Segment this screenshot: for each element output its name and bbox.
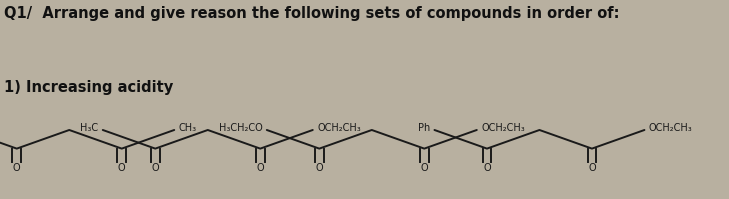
Text: O: O xyxy=(588,163,596,173)
Text: 1) Increasing acidity: 1) Increasing acidity xyxy=(4,80,173,95)
Text: O: O xyxy=(257,163,264,173)
Text: O: O xyxy=(421,163,428,173)
Text: CH₃: CH₃ xyxy=(179,123,197,133)
Text: H₃C: H₃C xyxy=(80,123,98,133)
Text: OCH₂CH₃: OCH₂CH₃ xyxy=(481,123,525,133)
Text: Q1/  Arrange and give reason the following sets of compounds in order of:: Q1/ Arrange and give reason the followin… xyxy=(4,6,619,21)
Text: O: O xyxy=(483,163,491,173)
Text: Ph: Ph xyxy=(418,123,430,133)
Text: H₃CH₂CO: H₃CH₂CO xyxy=(219,123,262,133)
Text: OCH₂CH₃: OCH₂CH₃ xyxy=(317,123,361,133)
Text: O: O xyxy=(316,163,323,173)
Text: O: O xyxy=(13,163,20,173)
Text: OCH₂CH₃: OCH₂CH₃ xyxy=(649,123,693,133)
Text: O: O xyxy=(118,163,125,173)
Text: O: O xyxy=(152,163,159,173)
